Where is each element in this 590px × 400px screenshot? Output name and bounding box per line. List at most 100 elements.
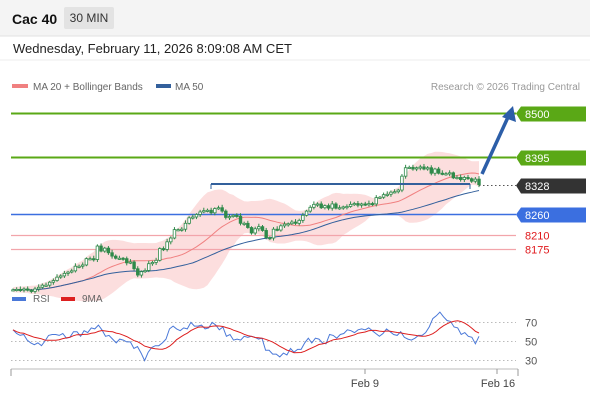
candle-body: [154, 259, 158, 263]
candle-body: [304, 210, 309, 216]
candle: [319, 201, 323, 209]
timeframe-button[interactable]: 30 MIN: [64, 7, 114, 29]
candle-body: [407, 166, 411, 169]
candle-body: [260, 226, 265, 231]
candle-body: [114, 255, 118, 259]
level-label-8328: 8328: [525, 181, 549, 193]
candle-body: [231, 214, 235, 217]
candle-body: [202, 210, 206, 213]
candle: [440, 170, 445, 176]
candle-body: [128, 261, 133, 264]
rsi-level-label-50: 50: [525, 337, 537, 349]
candle: [55, 274, 59, 282]
candle-body: [84, 258, 89, 266]
level-lines: [11, 112, 516, 251]
level-badge-8500: [516, 106, 586, 122]
candle: [389, 190, 393, 197]
candle: [455, 175, 459, 180]
candle: [466, 174, 470, 180]
candle: [18, 286, 23, 292]
candle-body: [158, 248, 162, 261]
candle: [73, 263, 78, 273]
candle-body: [92, 258, 96, 261]
candle-body: [268, 237, 272, 240]
candle: [312, 201, 316, 210]
level-label-8500: 8500: [525, 109, 549, 121]
candle: [337, 205, 342, 210]
research-credit: Research © 2026 Trading Central: [431, 82, 580, 93]
candle-body: [176, 229, 180, 232]
candle-body: [103, 247, 107, 252]
candle: [22, 287, 26, 293]
candle-body: [81, 264, 85, 267]
candle-body: [132, 261, 136, 270]
candle: [249, 226, 254, 235]
candle-body: [147, 263, 151, 271]
candle: [106, 246, 111, 255]
candle: [70, 268, 74, 274]
candle: [224, 209, 228, 220]
candle: [235, 213, 239, 218]
candle-body: [378, 196, 382, 199]
bollinger-band-fill: [13, 151, 479, 302]
candle-body: [425, 167, 430, 170]
candle-body: [220, 207, 224, 212]
candle-body: [341, 206, 345, 209]
candle: [99, 243, 103, 253]
candle-body: [51, 280, 56, 283]
candle: [81, 262, 85, 269]
candle-body: [315, 203, 320, 206]
x-label-feb16: Feb 16: [481, 378, 515, 390]
candle-body: [440, 172, 445, 175]
rsi-line: [12, 311, 480, 362]
candle: [253, 226, 257, 236]
candle: [462, 175, 467, 183]
candle: [161, 246, 166, 252]
candle-body: [293, 221, 298, 224]
candle: [216, 205, 221, 210]
candle-body: [257, 226, 261, 230]
candle-body: [447, 172, 452, 175]
candle: [341, 205, 345, 210]
candle: [176, 228, 180, 232]
candle: [213, 207, 217, 216]
candle-body: [36, 286, 41, 290]
candle: [308, 205, 312, 213]
candle: [381, 192, 386, 199]
candle: [183, 220, 188, 232]
candle-body: [319, 203, 323, 209]
candle-body: [194, 214, 199, 218]
candle: [242, 221, 246, 226]
candle: [150, 260, 155, 266]
candle-body: [224, 210, 228, 218]
candle-body: [209, 209, 213, 214]
candle: [154, 257, 158, 265]
candle: [429, 165, 433, 176]
candle-body: [455, 177, 459, 180]
candle: [227, 214, 232, 220]
candle: [275, 226, 279, 232]
candle: [180, 227, 184, 232]
candle-body: [444, 173, 448, 176]
candle: [11, 288, 15, 292]
candle: [110, 249, 114, 259]
rsi-ma-legend-label: 9MA: [82, 294, 103, 305]
candle-body: [187, 217, 191, 224]
candle-body: [95, 245, 100, 260]
ma50-legend-swatch: [156, 84, 171, 88]
candle-body: [312, 203, 316, 208]
candle-body: [242, 222, 246, 225]
candle-body: [297, 219, 301, 224]
candle-body: [77, 265, 81, 268]
candle: [378, 195, 382, 199]
price-candles: [11, 163, 481, 294]
forecast-arrow: [480, 114, 511, 175]
candle-body: [290, 221, 294, 225]
candle: [396, 188, 400, 194]
candle-body: [191, 216, 195, 219]
chart-datetime: Wednesday, February 11, 2026 8:09:08 AM …: [13, 41, 292, 56]
rsi-ma-legend-swatch: [61, 297, 75, 301]
candle: [301, 212, 305, 223]
x-label-feb9: Feb 9: [351, 378, 379, 390]
candle: [114, 254, 118, 260]
